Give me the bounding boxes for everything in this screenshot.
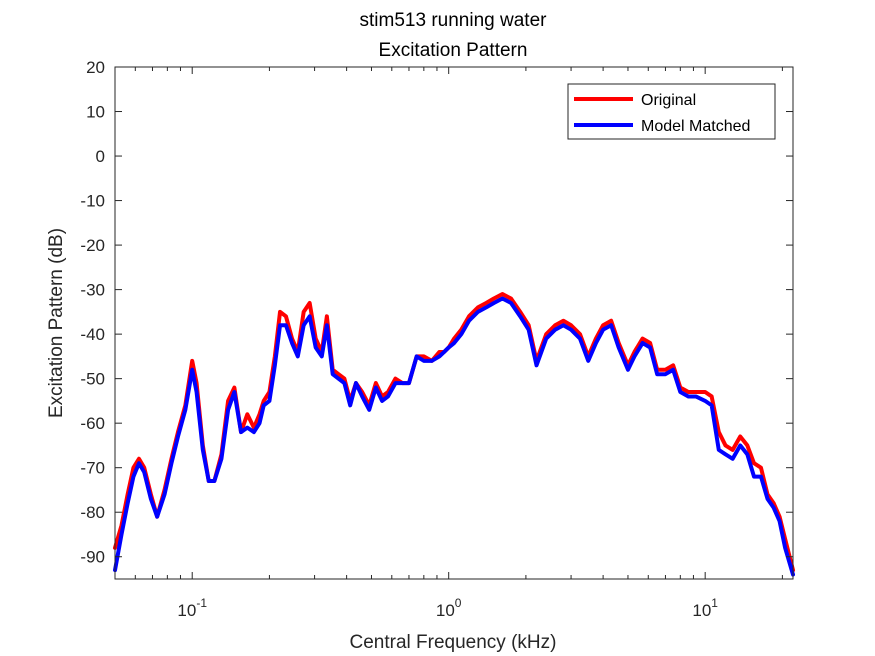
- y-tick-label: -10: [80, 192, 105, 211]
- y-tick-label: -20: [80, 236, 105, 255]
- axes-box: [114, 66, 794, 580]
- legend-box: [567, 83, 776, 140]
- series-layer: [113, 292, 795, 577]
- plot-area: [115, 67, 793, 579]
- y-tick-label: 10: [86, 103, 105, 122]
- y-tick-label: -80: [80, 503, 105, 522]
- x-axis-label: Central Frequency (kHz): [350, 632, 557, 653]
- axes-layer: [114, 66, 794, 580]
- chart-title: stim513 running water: [360, 10, 548, 31]
- y-tick-label: -70: [80, 459, 105, 478]
- y-tick-label: -30: [80, 281, 105, 300]
- y-tick-label: -50: [80, 370, 105, 389]
- legend-label-original: Original: [641, 92, 696, 109]
- y-tick-label: -40: [80, 325, 105, 344]
- chart-subtitle: Excitation Pattern: [379, 40, 528, 61]
- series-line-model-matched: [113, 296, 795, 577]
- legend: Original Model Matched: [567, 83, 776, 140]
- y-axis-label: Excitation Pattern (dB): [46, 228, 67, 418]
- y-tick-label: -90: [80, 548, 105, 567]
- legend-label-model-matched: Model Matched: [641, 118, 750, 135]
- y-tick-label: -60: [80, 414, 105, 433]
- y-tick-label: 20: [86, 58, 105, 77]
- y-tick-label: 0: [96, 147, 105, 166]
